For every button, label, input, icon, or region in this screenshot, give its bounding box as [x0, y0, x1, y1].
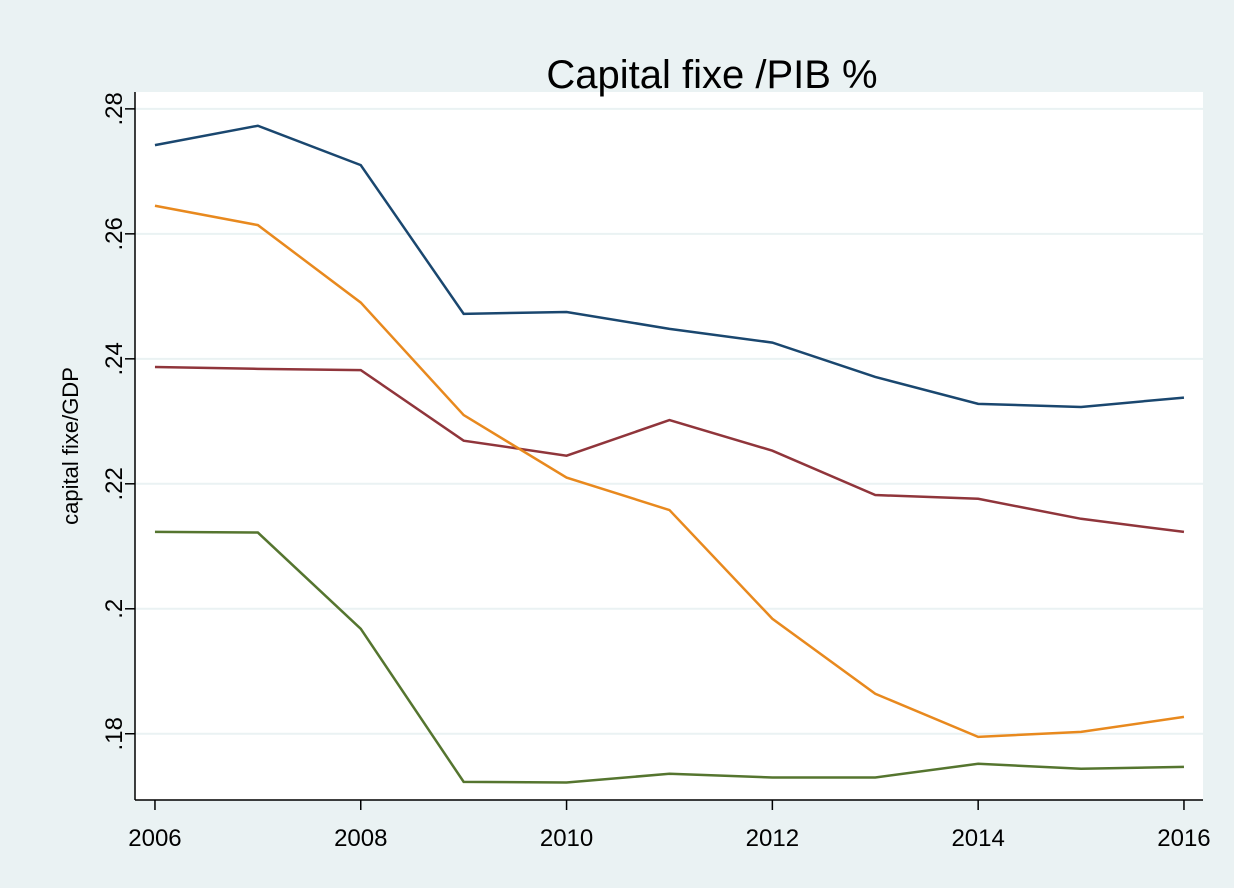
y-tick-label: .18	[101, 717, 128, 750]
y-tick-label: .22	[101, 467, 128, 500]
x-tick-label: 2008	[334, 825, 387, 852]
y-tick-label: .26	[101, 217, 128, 250]
y-tick-label: .28	[101, 92, 128, 125]
y-tick-label: .2	[101, 599, 128, 619]
plot-area	[135, 92, 1203, 800]
y-axis-label: capital fixe/GDP	[58, 367, 83, 525]
series-line	[154, 124, 1185, 409]
x-tick-label: 2014	[951, 825, 1004, 852]
y-tick-label: .24	[101, 342, 128, 375]
x-tick-label: 2006	[128, 825, 181, 852]
x-tick-label: 2016	[1157, 825, 1210, 852]
series-line	[154, 365, 1185, 534]
series-line	[154, 204, 1185, 739]
chart-title: Capital fixe /PIB %	[546, 53, 877, 97]
x-tick-label: 2010	[540, 825, 593, 852]
x-tick-label: 2012	[746, 825, 799, 852]
series-line	[154, 530, 1184, 784]
